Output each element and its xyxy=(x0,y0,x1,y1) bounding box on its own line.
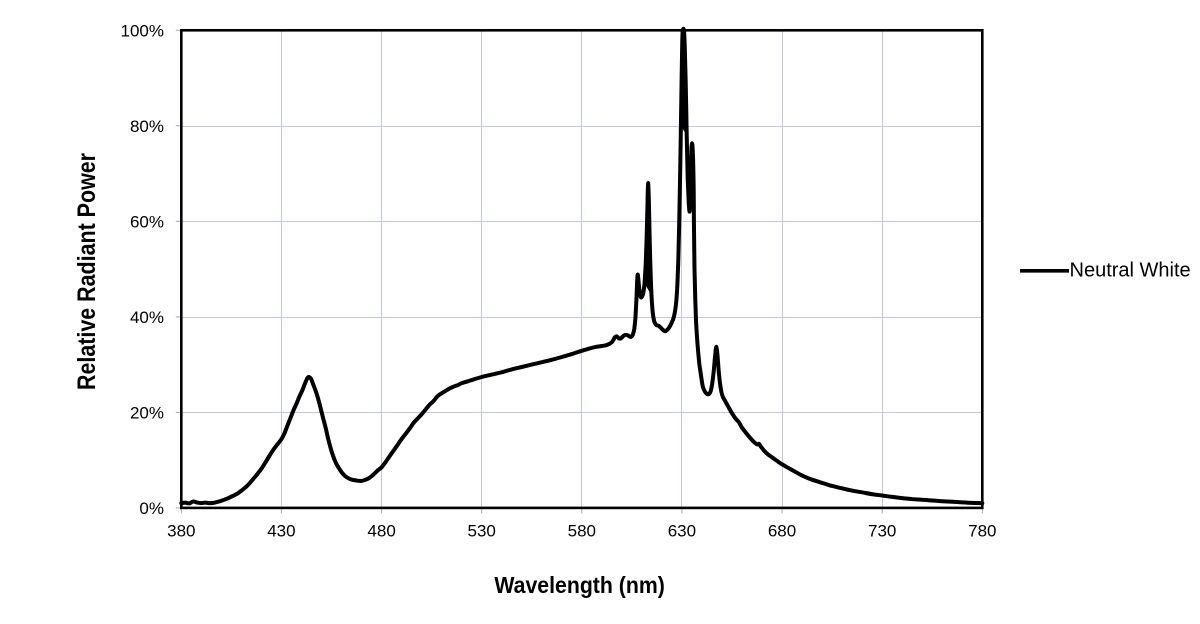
svg-text:60%: 60% xyxy=(130,213,164,232)
svg-text:480: 480 xyxy=(367,522,395,541)
svg-text:380: 380 xyxy=(167,522,195,541)
svg-text:100%: 100% xyxy=(121,22,164,41)
svg-text:430: 430 xyxy=(267,522,295,541)
svg-text:Relative Radiant Power: Relative Radiant Power xyxy=(73,153,101,390)
svg-text:630: 630 xyxy=(668,522,696,541)
svg-text:530: 530 xyxy=(468,522,496,541)
svg-text:730: 730 xyxy=(868,522,896,541)
svg-text:780: 780 xyxy=(968,522,996,541)
svg-text:Neutral White: Neutral White xyxy=(1070,260,1191,282)
svg-text:80%: 80% xyxy=(130,117,164,136)
svg-text:20%: 20% xyxy=(130,404,164,423)
svg-text:680: 680 xyxy=(768,522,796,541)
svg-text:40%: 40% xyxy=(130,308,164,327)
svg-text:580: 580 xyxy=(568,522,596,541)
svg-text:0%: 0% xyxy=(139,499,164,518)
svg-text:Wavelength (nm): Wavelength (nm) xyxy=(494,572,665,598)
